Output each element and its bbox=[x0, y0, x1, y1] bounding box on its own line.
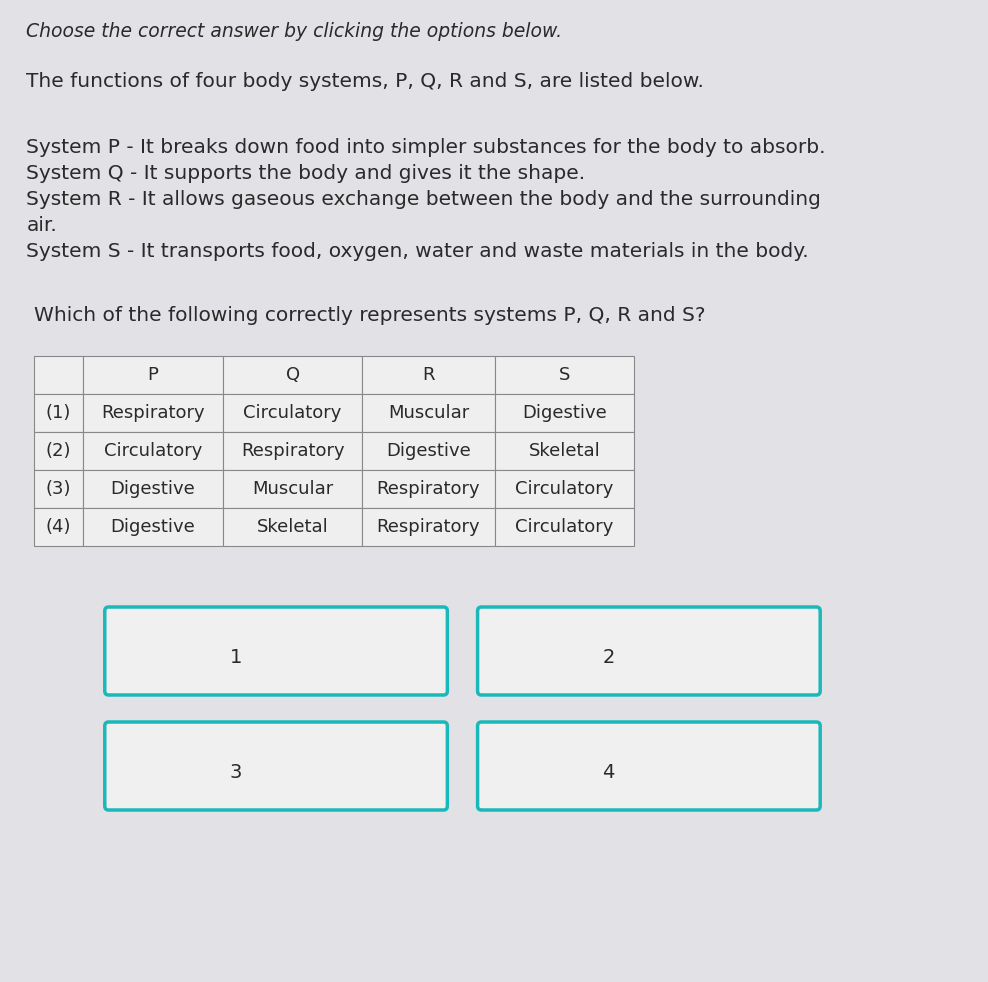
Text: Circulatory: Circulatory bbox=[104, 442, 203, 460]
Text: Respiratory: Respiratory bbox=[376, 518, 480, 536]
Bar bbox=[34, 508, 83, 546]
FancyBboxPatch shape bbox=[105, 722, 448, 810]
Bar bbox=[83, 356, 222, 394]
Bar bbox=[83, 432, 222, 470]
Text: Circulatory: Circulatory bbox=[243, 404, 342, 422]
Text: Digestive: Digestive bbox=[111, 480, 196, 498]
Text: Digestive: Digestive bbox=[111, 518, 196, 536]
Text: 3: 3 bbox=[229, 763, 242, 782]
Bar bbox=[363, 432, 495, 470]
Bar bbox=[363, 394, 495, 432]
FancyBboxPatch shape bbox=[105, 607, 448, 695]
Text: Muscular: Muscular bbox=[388, 404, 469, 422]
Bar bbox=[363, 508, 495, 546]
Text: Respiratory: Respiratory bbox=[241, 442, 345, 460]
Bar bbox=[495, 508, 634, 546]
Bar bbox=[83, 508, 222, 546]
Bar bbox=[34, 356, 83, 394]
Text: air.: air. bbox=[27, 216, 57, 235]
Text: Skeletal: Skeletal bbox=[257, 518, 328, 536]
Text: R: R bbox=[422, 366, 435, 384]
Bar bbox=[495, 394, 634, 432]
Text: S: S bbox=[559, 366, 570, 384]
Text: Q: Q bbox=[286, 366, 299, 384]
FancyBboxPatch shape bbox=[477, 722, 820, 810]
Bar bbox=[495, 432, 634, 470]
Text: 2: 2 bbox=[603, 648, 615, 667]
Text: Respiratory: Respiratory bbox=[101, 404, 205, 422]
Bar bbox=[83, 470, 222, 508]
Bar bbox=[83, 394, 222, 432]
Text: Circulatory: Circulatory bbox=[515, 480, 614, 498]
Text: Skeletal: Skeletal bbox=[529, 442, 601, 460]
Text: Choose the correct answer by clicking the options below.: Choose the correct answer by clicking th… bbox=[27, 22, 562, 41]
Text: Muscular: Muscular bbox=[252, 480, 333, 498]
Bar bbox=[222, 470, 363, 508]
Text: P: P bbox=[147, 366, 158, 384]
Bar bbox=[222, 432, 363, 470]
Text: Digestive: Digestive bbox=[522, 404, 607, 422]
Bar bbox=[222, 356, 363, 394]
Bar bbox=[495, 470, 634, 508]
Bar bbox=[495, 356, 634, 394]
Bar bbox=[222, 508, 363, 546]
Text: System S - It transports food, oxygen, water and waste materials in the body.: System S - It transports food, oxygen, w… bbox=[27, 242, 809, 261]
Text: 4: 4 bbox=[603, 763, 615, 782]
Text: Respiratory: Respiratory bbox=[376, 480, 480, 498]
Text: Which of the following correctly represents systems P, Q, R and S?: Which of the following correctly represe… bbox=[34, 306, 705, 325]
Bar bbox=[363, 356, 495, 394]
Text: System P - It breaks down food into simpler substances for the body to absorb.: System P - It breaks down food into simp… bbox=[27, 138, 826, 157]
Text: (3): (3) bbox=[45, 480, 71, 498]
Text: System Q - It supports the body and gives it the shape.: System Q - It supports the body and give… bbox=[27, 164, 586, 183]
Text: Circulatory: Circulatory bbox=[515, 518, 614, 536]
Text: Digestive: Digestive bbox=[386, 442, 471, 460]
Text: (1): (1) bbox=[45, 404, 71, 422]
Bar bbox=[34, 432, 83, 470]
Text: (2): (2) bbox=[45, 442, 71, 460]
Text: (4): (4) bbox=[45, 518, 71, 536]
Text: System R - It allows gaseous exchange between the body and the surrounding: System R - It allows gaseous exchange be… bbox=[27, 190, 821, 209]
FancyBboxPatch shape bbox=[477, 607, 820, 695]
Text: 1: 1 bbox=[229, 648, 242, 667]
Text: The functions of four body systems, P, Q, R and S, are listed below.: The functions of four body systems, P, Q… bbox=[27, 72, 704, 91]
Bar bbox=[222, 394, 363, 432]
Bar bbox=[34, 470, 83, 508]
Bar bbox=[34, 394, 83, 432]
Bar bbox=[363, 470, 495, 508]
